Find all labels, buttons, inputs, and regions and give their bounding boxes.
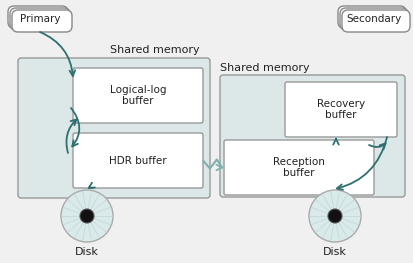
FancyBboxPatch shape	[224, 140, 374, 195]
FancyBboxPatch shape	[10, 8, 70, 30]
Text: Disk: Disk	[75, 247, 99, 257]
Text: Shared memory: Shared memory	[110, 45, 200, 55]
Circle shape	[80, 209, 94, 223]
Text: Logical-log
buffer: Logical-log buffer	[110, 85, 166, 106]
Text: Recovery
buffer: Recovery buffer	[317, 99, 365, 120]
Text: HDR buffer: HDR buffer	[109, 155, 167, 165]
Text: Shared memory: Shared memory	[220, 63, 310, 73]
Text: Secondary: Secondary	[347, 14, 401, 24]
FancyBboxPatch shape	[73, 133, 203, 188]
FancyBboxPatch shape	[285, 82, 397, 137]
FancyBboxPatch shape	[220, 75, 405, 197]
FancyBboxPatch shape	[8, 6, 68, 28]
Circle shape	[61, 190, 113, 242]
FancyBboxPatch shape	[18, 58, 210, 198]
Text: Primary: Primary	[20, 14, 60, 24]
FancyBboxPatch shape	[73, 68, 203, 123]
FancyBboxPatch shape	[340, 8, 408, 30]
Text: Disk: Disk	[323, 247, 347, 257]
FancyBboxPatch shape	[338, 6, 406, 28]
Text: Reception
buffer: Reception buffer	[273, 157, 325, 178]
Circle shape	[309, 190, 361, 242]
FancyBboxPatch shape	[342, 10, 410, 32]
Circle shape	[328, 209, 342, 223]
FancyBboxPatch shape	[12, 10, 72, 32]
